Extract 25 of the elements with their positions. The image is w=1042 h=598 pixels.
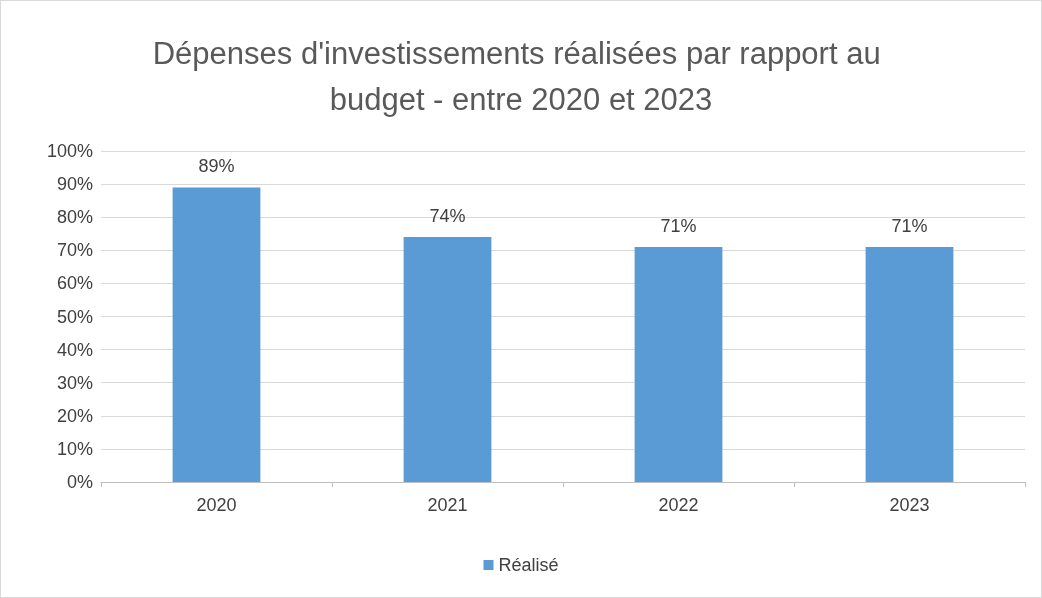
y-tick-label: 90% [56,174,93,195]
data-label: 89% [198,156,235,177]
x-tick-label: 2021 [427,495,468,515]
y-tick-label: 20% [56,405,93,426]
data-label: 71% [891,215,928,236]
bar [634,246,723,482]
y-tick-label: 0% [66,472,93,492]
y-tick-label: 70% [56,240,93,261]
x-tick-label: 2022 [658,495,699,515]
data-label: 71% [660,215,697,236]
bar [172,187,261,482]
bar [403,237,492,482]
y-tick-label: 50% [56,306,93,327]
y-tick-label: 10% [56,438,93,459]
x-tick-label: 2023 [889,495,930,515]
y-tick-label: 60% [56,273,93,294]
y-tick-label: 30% [56,372,93,393]
chart-title: Dépenses d'investissements réalisées par rapport au budget - entre 2020 et 2023 [152,35,890,117]
y-tick-label: 100% [46,141,93,161]
data-label: 74% [429,206,466,227]
legend-label: Réalisé [498,555,559,575]
y-tick-label: 40% [56,339,93,360]
bar [865,246,954,482]
y-tick-label: 80% [56,207,93,228]
x-tick-label: 2020 [196,495,237,515]
